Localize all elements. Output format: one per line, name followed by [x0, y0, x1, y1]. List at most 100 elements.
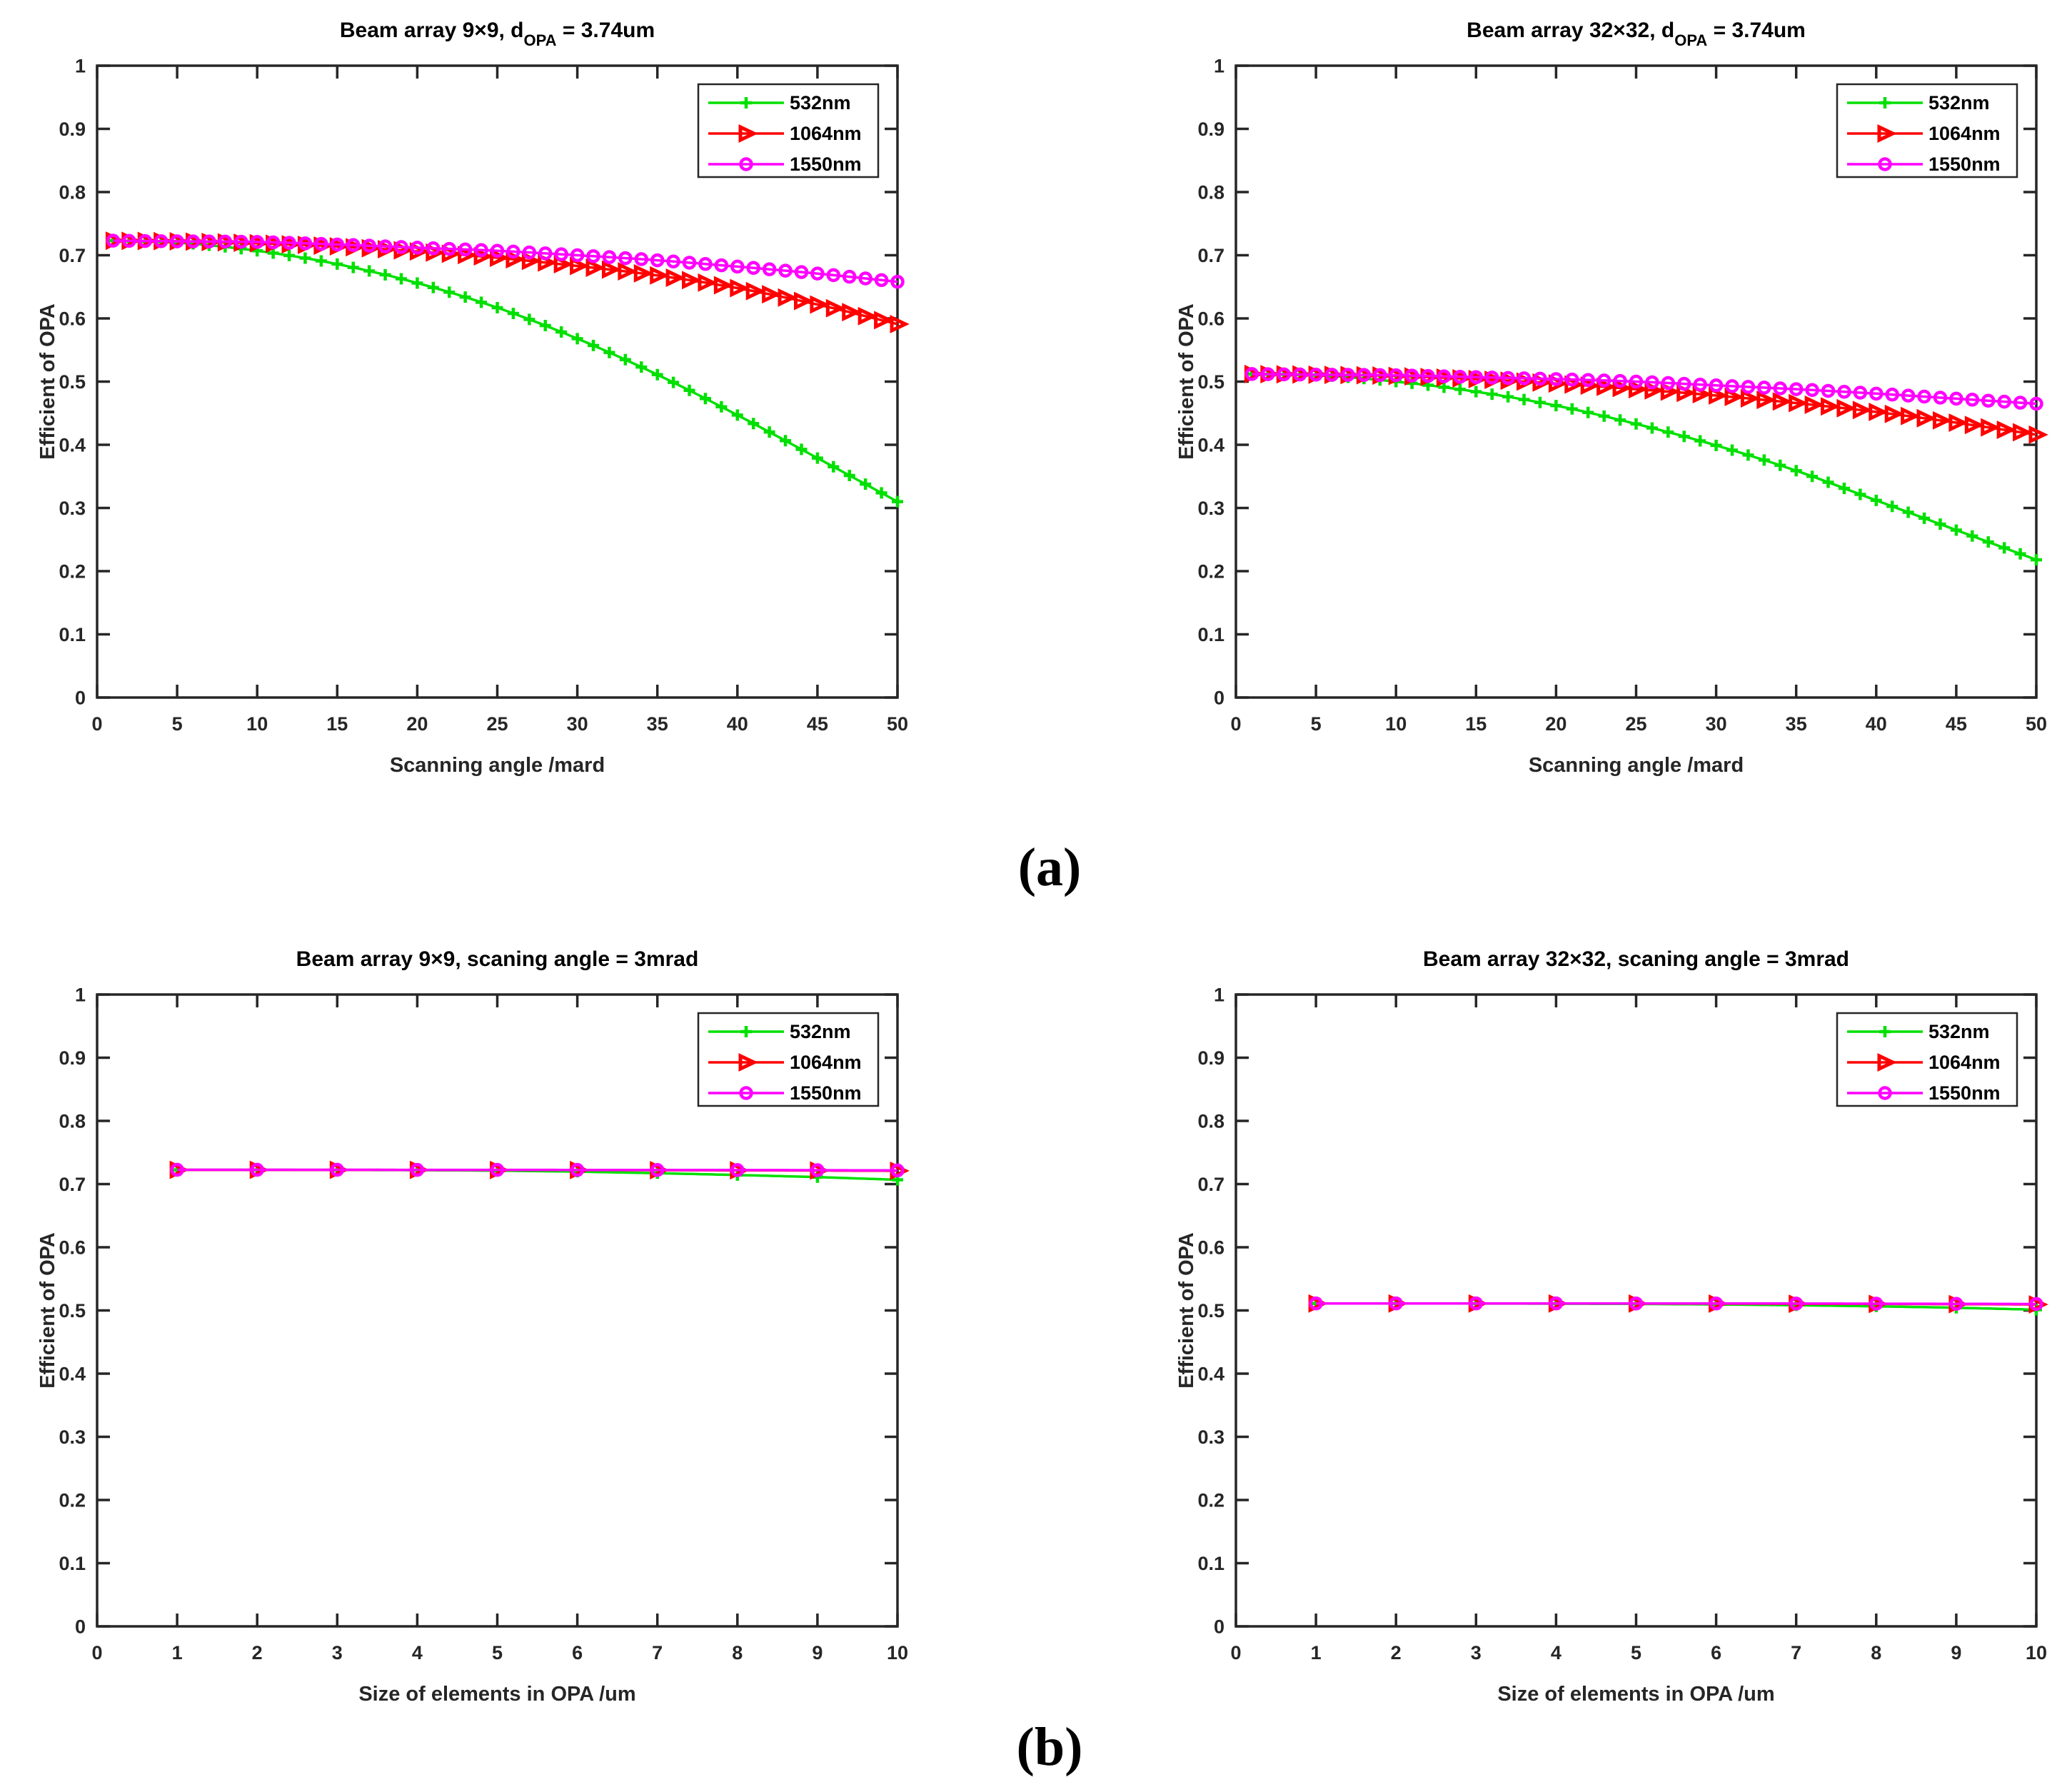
marker-circle [1389, 368, 1403, 383]
marker-circle [634, 252, 649, 266]
y-tick-label: 0.5 [1197, 371, 1224, 393]
marker-triangle-right [633, 263, 654, 283]
marker-plus [811, 452, 823, 464]
marker-circle [378, 239, 393, 253]
marker-plus [1518, 393, 1530, 406]
x-tick-label: 0 [91, 713, 102, 735]
x-tick-label: 5 [172, 713, 183, 735]
marker-plus [1854, 488, 1866, 500]
marker-plus [740, 1026, 752, 1037]
marker-plus [443, 286, 456, 298]
y-tick-label: 0.7 [1197, 1174, 1224, 1195]
marker-circle [826, 268, 841, 283]
marker-plus [780, 435, 792, 447]
x-axis-label: Size of elements in OPA /um [358, 1683, 635, 1706]
x-tick-label: 10 [1385, 713, 1407, 735]
marker-circle [1484, 371, 1499, 385]
marker-circle [1805, 383, 1819, 398]
marker-circle [1549, 1296, 1564, 1311]
x-tick-label: 20 [1545, 713, 1566, 735]
marker-plus [2014, 548, 2026, 560]
chart-9x9-vs-element-size: 0 1 2 3 4 5 6 7 8 9 10 0 0.1 0.2 0.3 0.4 0.5 0.6 0.7 0.8 0.9… [36, 947, 910, 1706]
marker-circle [1949, 391, 1963, 406]
x-tick-label: 2 [1391, 1642, 1402, 1663]
legend-label: 1550nm [790, 1082, 862, 1104]
marker-circle [490, 243, 505, 258]
series-1550nm [170, 1162, 905, 1178]
x-tick-label: 5 [492, 1642, 503, 1663]
marker-circle [170, 1162, 184, 1177]
marker-plus [555, 326, 568, 338]
x-tick-label: 7 [1791, 1642, 1801, 1663]
y-tick-label: 0 [1214, 1616, 1224, 1637]
y-axis-label: Efficient of OPA [36, 303, 59, 460]
marker-triangle-right [825, 298, 846, 318]
marker-triangle-right [665, 268, 685, 287]
y-axis-label: Efficient of OPA [1175, 1232, 1198, 1389]
y-tick-label: 0.8 [1197, 181, 1224, 203]
chart-title: Beam array 9×9, scaning angle = 3mrad [296, 947, 699, 971]
marker-plus [299, 252, 311, 264]
marker-plus [740, 97, 752, 109]
y-tick-label: 0.8 [1197, 1110, 1224, 1132]
marker-plus [1566, 403, 1578, 415]
marker-circle [1261, 367, 1275, 381]
marker-triangle-right [1996, 421, 2016, 439]
marker-plus [1902, 506, 1914, 518]
y-tick-label: 0.6 [1197, 308, 1224, 329]
marker-triangle-right [2028, 425, 2048, 444]
marker-triangle-right [1964, 416, 1985, 435]
marker-plus [1582, 406, 1594, 418]
marker-circle [1469, 370, 1484, 385]
marker-triangle-right [1564, 375, 1584, 394]
marker-circle [154, 234, 169, 248]
marker-plus [1870, 494, 1882, 506]
marker-circle [1613, 373, 1627, 388]
marker-circle [730, 1163, 745, 1177]
marker-triangle-right [1981, 418, 2001, 437]
marker-circle [794, 265, 809, 279]
marker-triangle-right [1580, 376, 1601, 396]
marker-plus [1534, 396, 1546, 408]
marker-circle [1324, 368, 1339, 382]
y-tick-label: 0.2 [59, 560, 86, 582]
marker-circle [1341, 368, 1355, 382]
marker-triangle-right [458, 246, 478, 265]
series-line [113, 239, 898, 283]
y-tick-label: 0.9 [59, 119, 86, 140]
marker-plus [1710, 439, 1722, 451]
marker-circle [570, 248, 585, 263]
legend-label: 1550nm [1928, 1082, 2001, 1104]
marker-triangle-right [650, 266, 670, 285]
marker-circle [1309, 368, 1323, 382]
marker-circle [522, 245, 537, 260]
marker-plus [1614, 414, 1626, 426]
legend: 532nm 1064nm 1550nm [697, 1012, 880, 1107]
marker-plus [763, 426, 775, 438]
marker-circle [1629, 1297, 1644, 1311]
marker-plus [860, 478, 872, 490]
marker-plus [1454, 383, 1466, 396]
x-tick-label: 9 [812, 1642, 823, 1663]
marker-triangle-right [738, 124, 758, 143]
x-tick-label: 20 [406, 713, 428, 735]
marker-circle [138, 233, 153, 248]
marker-circle [474, 243, 488, 258]
marker-plus [1726, 444, 1739, 456]
marker-circle [1533, 371, 1547, 386]
y-tick-label: 0.4 [59, 434, 86, 455]
marker-plus [1879, 97, 1891, 109]
x-tick-label: 30 [1706, 713, 1727, 735]
marker-plus [1998, 542, 2011, 554]
x-tick-label: 7 [652, 1642, 663, 1663]
marker-circle [698, 256, 713, 271]
marker-circle [554, 247, 568, 261]
marker-plus [588, 339, 600, 351]
marker-circle [1517, 371, 1532, 386]
marker-triangle-right [1596, 377, 1616, 396]
marker-plus [1630, 418, 1642, 430]
y-tick-label: 0.4 [1197, 1363, 1224, 1384]
marker-circle [490, 1162, 505, 1177]
marker-circle [762, 262, 777, 276]
marker-circle [1965, 393, 1980, 407]
